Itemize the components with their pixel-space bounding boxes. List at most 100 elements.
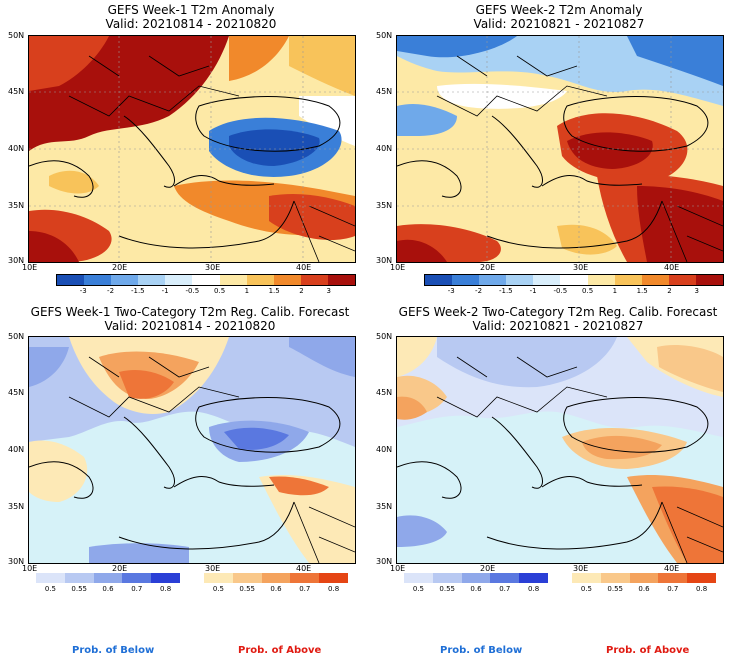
- colorbar-tick-label: 0.6: [270, 585, 282, 593]
- panel-1-anomaly-colorbar: [56, 274, 356, 286]
- colorbar-tick-label: -3: [79, 287, 87, 295]
- panel-4-title: GEFS Week-2 Two-Category T2m Reg. Calib.…: [378, 305, 738, 333]
- colorbar-swatch: [490, 573, 520, 583]
- colorbar-tick-label: 0.5: [412, 585, 424, 593]
- colorbar-swatch: [629, 573, 659, 583]
- panel-2-lat-label: 45N: [376, 87, 393, 96]
- colorbar-tick-label: 0.55: [71, 585, 87, 593]
- panel-4-lon-label: 10E: [390, 564, 406, 573]
- panel-3-lon-label: 40E: [296, 564, 312, 573]
- colorbar-tick-label: 0.8: [328, 585, 340, 593]
- panel-1-lon-label: 10E: [22, 263, 38, 272]
- panel-2-map: [396, 35, 724, 263]
- panel-3-map: [28, 336, 356, 564]
- panel-4-map: [396, 336, 724, 564]
- panel-1-title-text: GEFS Week-1 T2m Anomaly: [107, 3, 275, 17]
- colorbar-tick-label: 2: [667, 287, 672, 295]
- colorbar-swatch: [533, 275, 561, 285]
- panel-1-valid: Valid: 20210814 - 20210820: [105, 17, 277, 31]
- colorbar-tick-label: 1.5: [636, 287, 648, 295]
- colorbar-swatch: [404, 573, 433, 583]
- panel-3-lat-label: 30N: [8, 557, 25, 566]
- colorbar-tick-label: -2: [107, 287, 115, 295]
- colorbar-tick-label: 0.55: [607, 585, 623, 593]
- panel-2-lat-label: 30N: [376, 256, 393, 265]
- panel-2-valid: Valid: 20210821 - 20210827: [473, 17, 645, 31]
- panel-1-lon-label: 30E: [205, 263, 221, 272]
- colorbar-tick-label: 0.7: [499, 585, 511, 593]
- colorbar-tick-label: 0.7: [299, 585, 311, 593]
- colorbar-tick-label: -1: [529, 287, 537, 295]
- colorbar-tick-label: -1.5: [130, 287, 145, 295]
- panel-3-lat-label: 35N: [8, 502, 25, 511]
- colorbar-swatch: [519, 573, 548, 583]
- colorbar-swatch: [93, 573, 123, 583]
- colorbar-tick-label: 0.6: [638, 585, 650, 593]
- panel-2-lat-label: 50N: [376, 31, 393, 40]
- panel-1-lon-label: 20E: [112, 263, 128, 272]
- colorbar-swatch: [452, 275, 480, 285]
- colorbar-tick-label: 1: [612, 287, 618, 295]
- colorbar-tick-label: 0.55: [239, 585, 255, 593]
- colorbar-swatch: [614, 275, 642, 285]
- panel-2-title: GEFS Week-2 T2m Anomaly Valid: 20210821 …: [396, 3, 722, 31]
- colorbar-swatch: [261, 573, 291, 583]
- colorbar-swatch: [165, 275, 193, 285]
- colorbar-swatch: [300, 275, 328, 285]
- footer-below-label-left: Prob. of Below: [72, 645, 155, 656]
- colorbar-tick-label: -0.5: [553, 287, 568, 295]
- colorbar-swatch: [587, 275, 615, 285]
- colorbar-swatch: [668, 275, 696, 285]
- colorbar-tick-label: 0.7: [667, 585, 679, 593]
- panel-4-lat-label: 50N: [376, 332, 393, 341]
- colorbar-swatch: [138, 275, 166, 285]
- colorbar-swatch: [319, 573, 348, 583]
- panel-4-lon-label: 40E: [664, 564, 680, 573]
- colorbar-swatch: [192, 275, 220, 285]
- panel-4-lat-label: 40N: [376, 445, 393, 454]
- panel-1-lon-label: 40E: [296, 263, 312, 272]
- colorbar-tick-label: 0.6: [102, 585, 114, 593]
- colorbar-swatch: [57, 275, 85, 285]
- panel-4-lon-label: 30E: [573, 564, 589, 573]
- colorbar-swatch: [479, 275, 507, 285]
- panel-3-below-colorbar: [36, 573, 180, 583]
- colorbar-swatch: [290, 573, 320, 583]
- colorbar-swatch: [64, 573, 94, 583]
- panel-1-lat-label: 35N: [8, 201, 25, 210]
- colorbar-tick-label: 3: [326, 287, 331, 295]
- footer-above-label-left: Prob. of Above: [238, 645, 322, 656]
- panel-4-title-text: GEFS Week-2 Two-Category T2m Reg. Calib.…: [398, 305, 718, 319]
- colorbar-swatch: [560, 275, 588, 285]
- colorbar-tick-label: -0.5: [185, 287, 200, 295]
- panel-1-map: [28, 35, 356, 263]
- panel-4-below-colorbar: [404, 573, 548, 583]
- colorbar-swatch: [111, 275, 139, 285]
- colorbar-swatch: [232, 573, 262, 583]
- panel-2-lon-label: 20E: [480, 263, 496, 272]
- colorbar-tick-label: 0.8: [696, 585, 708, 593]
- panel-4-lat-label: 35N: [376, 502, 393, 511]
- panel-3-lon-label: 20E: [112, 564, 128, 573]
- colorbar-swatch: [204, 573, 233, 583]
- colorbar-swatch: [641, 275, 669, 285]
- colorbar-swatch: [695, 275, 724, 285]
- colorbar-tick-label: 0.5: [580, 585, 592, 593]
- colorbar-tick-label: 0.8: [160, 585, 172, 593]
- colorbar-tick-label: 3: [694, 287, 699, 295]
- panel-3-above-colorbar: [204, 573, 348, 583]
- colorbar-swatch: [36, 573, 65, 583]
- panel-3-lat-label: 40N: [8, 445, 25, 454]
- panel-3-lon-label: 10E: [22, 564, 38, 573]
- colorbar-tick-label: 0.8: [528, 585, 540, 593]
- panel-2-lat-label: 40N: [376, 144, 393, 153]
- colorbar-swatch: [425, 275, 453, 285]
- footer-above-label-right: Prob. of Above: [606, 645, 690, 656]
- colorbar-tick-label: 1: [244, 287, 250, 295]
- colorbar-swatch: [572, 573, 601, 583]
- panel-4-lon-label: 20E: [480, 564, 496, 573]
- colorbar-swatch: [600, 573, 630, 583]
- panel-2-lon-label: 40E: [664, 263, 680, 272]
- colorbar-swatch: [84, 275, 112, 285]
- footer-below-label-right: Prob. of Below: [440, 645, 523, 656]
